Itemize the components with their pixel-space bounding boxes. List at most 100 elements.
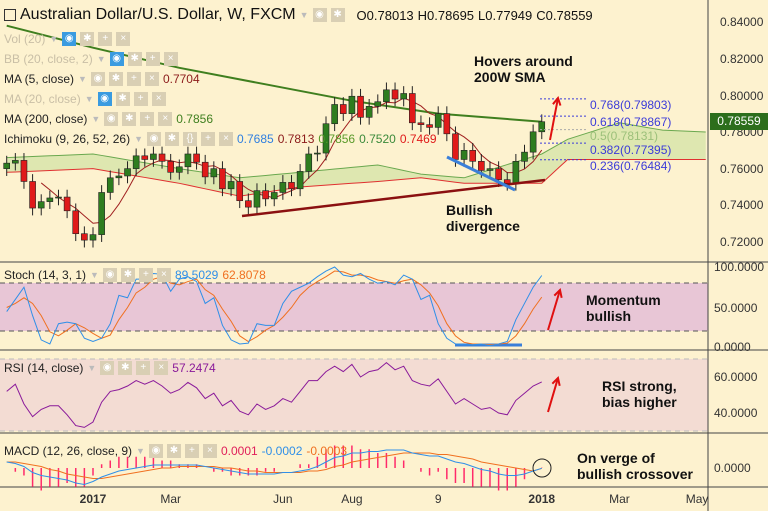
chevron-down-icon[interactable]: ▼ [134, 134, 143, 144]
chevron-down-icon[interactable]: ▼ [299, 10, 309, 20]
chevron-down-icon[interactable]: ▼ [84, 94, 94, 104]
chevron-down-icon[interactable]: ▼ [96, 54, 106, 64]
price-tick: 0.74000 [720, 198, 764, 212]
candle-down [452, 133, 459, 160]
fib-level-0768: 0.768(0.79803) [590, 98, 672, 112]
candle-down [63, 196, 71, 212]
chevron-down-icon[interactable]: ▼ [91, 114, 101, 124]
ma5-legend[interactable]: MA (5, close) ▼ ◉ ✱ + × 0.7704 [4, 72, 200, 86]
gear-icon[interactable]: ✱ [165, 132, 179, 146]
close-value: C0.78559 [536, 7, 593, 23]
bb-legend[interactable]: BB (20, close, 2) ▼ ◉ ✱ + × [4, 52, 178, 66]
eye-icon[interactable]: ◉ [109, 52, 124, 66]
candle-down [357, 95, 364, 118]
candle-up [89, 234, 97, 241]
braces-icon[interactable]: {} [183, 132, 197, 146]
current-price-badge: 0.78559 [710, 113, 768, 130]
plus-icon[interactable]: + [136, 361, 151, 375]
ichimoku-legend[interactable]: Ichimoku (9, 26, 52, 26) ▼ ◉ ✱ {} + × 0.7685 0… [4, 132, 437, 146]
stoch-band [0, 283, 708, 331]
plus-icon[interactable]: + [184, 444, 199, 458]
candle-down [219, 168, 226, 190]
ma20-label: MA (20, close) [4, 92, 81, 106]
close-icon[interactable]: × [158, 112, 173, 126]
collapse-icon[interactable] [4, 9, 16, 21]
annotation-rsi: RSI strong, bias higher [602, 378, 677, 410]
ma5-label: MA (5, close) [4, 72, 75, 86]
stoch-d-value: 62.8078 [222, 268, 266, 282]
price-tick: 0.84000 [720, 15, 764, 29]
plus-icon[interactable]: + [133, 92, 148, 106]
gear-icon[interactable]: ✱ [122, 112, 137, 126]
candle-down [409, 93, 416, 124]
eye-icon[interactable]: ◉ [147, 132, 161, 146]
symbol-title[interactable]: Australian Dollar/U.S. Dollar, W, FXCM [20, 6, 296, 23]
rsi-legend[interactable]: RSI (14, close) ▼ ◉ ✱ + × 57.2474 [4, 361, 216, 375]
eye-icon[interactable]: ◉ [102, 268, 117, 282]
candle-down [141, 155, 149, 160]
candle-up [253, 190, 261, 208]
chevron-down-icon[interactable]: ▼ [78, 74, 87, 84]
close-icon[interactable]: × [144, 72, 159, 86]
ma200-value: 0.7856 [176, 112, 213, 126]
stoch-legend[interactable]: Stoch (14, 3, 1) ▼ ◉ ✱ + × 89.5029 62.8078 [4, 268, 266, 282]
vol-legend[interactable]: Vol (20) ▼ ◉ ✱ + × [4, 32, 131, 46]
candle-down [503, 179, 511, 184]
eye-icon[interactable]: ◉ [62, 32, 77, 46]
chevron-down-icon[interactable]: ▼ [87, 363, 97, 373]
plus-icon[interactable]: + [138, 268, 153, 282]
gear-icon[interactable]: ✱ [115, 92, 130, 106]
close-icon[interactable]: × [202, 444, 217, 458]
close-icon[interactable]: × [151, 92, 166, 106]
ma20-legend[interactable]: MA (20, close) ▼ ◉ ✱ + × [4, 92, 166, 106]
annotation-sma: Hovers around 200W SMA [474, 53, 573, 85]
eye-icon[interactable]: ◉ [90, 72, 105, 86]
gear-icon[interactable]: ✱ [127, 52, 142, 66]
gear-icon[interactable]: ✱ [118, 361, 133, 375]
gear-icon[interactable]: ✱ [108, 72, 123, 86]
eye-icon[interactable]: ◉ [104, 112, 119, 126]
rsi-band [0, 359, 708, 431]
chevron-down-icon[interactable]: ▼ [136, 446, 145, 456]
candle-up [115, 175, 123, 179]
time-tick: Mar [609, 492, 630, 506]
price-tick: 0.76000 [720, 162, 764, 176]
gear-icon[interactable]: ✱ [80, 32, 95, 46]
time-tick: May [685, 492, 709, 506]
chevron-down-icon[interactable]: ▼ [49, 34, 59, 44]
gear-icon[interactable]: ✱ [166, 444, 181, 458]
close-icon[interactable]: × [163, 52, 178, 66]
crossover-circle [532, 458, 552, 478]
symbol-legend: Australian Dollar/U.S. Dollar, W, FXCM ▼… [4, 6, 593, 24]
gear-icon[interactable]: ✱ [330, 8, 345, 22]
plus-icon[interactable]: + [145, 52, 160, 66]
eye-icon[interactable]: ◉ [148, 444, 163, 458]
ichimoku-span-a [6, 122, 706, 179]
close-icon[interactable]: × [156, 268, 171, 282]
chevron-down-icon[interactable]: ▼ [90, 270, 99, 280]
candle-up [12, 160, 19, 164]
plus-icon[interactable]: + [98, 32, 113, 46]
close-icon[interactable]: × [219, 132, 233, 146]
plus-icon[interactable]: + [126, 72, 141, 86]
candle-down [495, 168, 502, 180]
ichimoku-spanB-value: 0.7469 [399, 132, 437, 146]
plus-icon[interactable]: + [201, 132, 215, 146]
gear-icon[interactable]: ✱ [120, 268, 135, 282]
candle-down [201, 161, 209, 178]
candle-down [391, 89, 399, 100]
close-icon[interactable]: × [154, 361, 169, 375]
ma200-legend[interactable]: MA (200, close) ▼ ◉ ✱ + × 0.7856 [4, 112, 213, 126]
stoch-tick: 0.0000 [714, 340, 751, 354]
eye-icon[interactable]: ◉ [312, 8, 327, 22]
candle-up [365, 106, 373, 118]
eye-icon[interactable]: ◉ [100, 361, 115, 375]
macd-legend[interactable]: MACD (12, 26, close, 9) ▼ ◉ ✱ + × 0.0001 -0.000… [4, 444, 347, 458]
eye-icon[interactable]: ◉ [97, 92, 112, 106]
fib-level-05: 0.5(0.78131) [590, 129, 659, 143]
close-icon[interactable]: × [116, 32, 131, 46]
plus-icon[interactable]: + [140, 112, 155, 126]
price-tick: 0.80000 [720, 89, 764, 103]
